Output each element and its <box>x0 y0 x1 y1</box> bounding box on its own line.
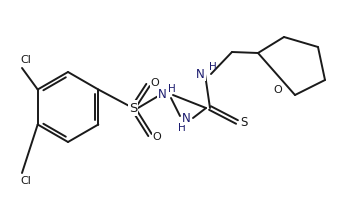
Text: S: S <box>240 115 248 128</box>
Text: N: N <box>158 88 167 100</box>
Text: O: O <box>153 132 161 142</box>
Text: O: O <box>274 85 282 95</box>
Text: H: H <box>178 123 186 133</box>
Text: Cl: Cl <box>20 176 31 186</box>
Text: O: O <box>151 78 159 88</box>
Text: N: N <box>182 111 190 124</box>
Text: H: H <box>209 62 217 72</box>
Text: Cl: Cl <box>20 55 31 65</box>
Text: S: S <box>129 101 137 115</box>
Text: N: N <box>196 68 205 81</box>
Text: H: H <box>168 84 176 94</box>
